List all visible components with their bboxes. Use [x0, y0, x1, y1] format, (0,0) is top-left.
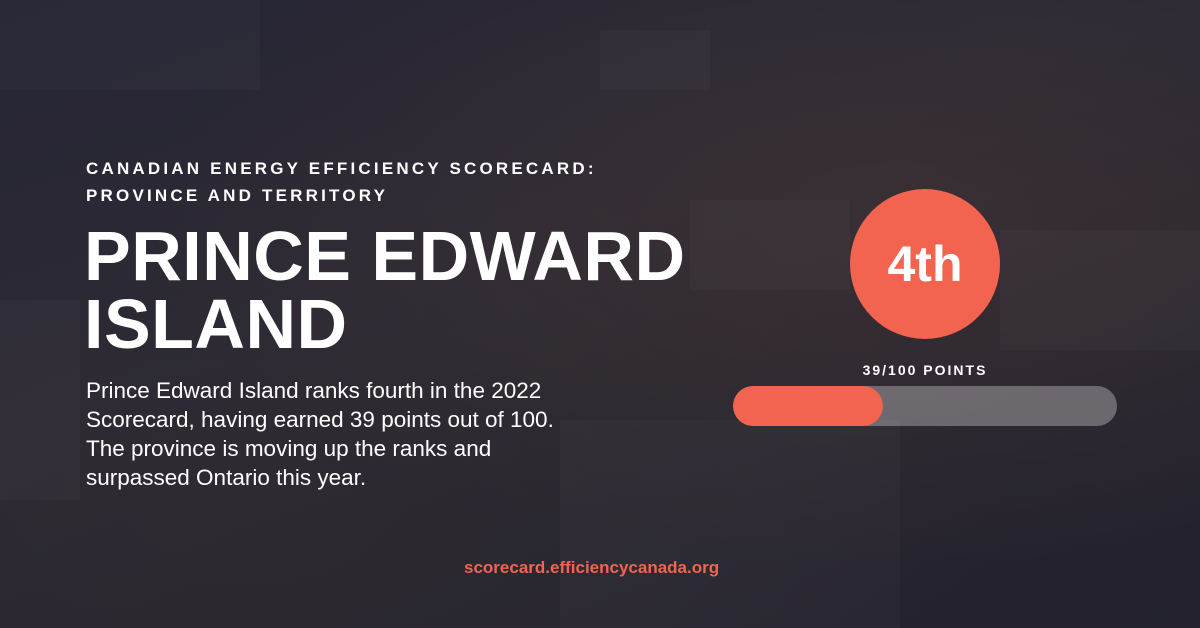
rank-badge: 4th	[850, 189, 1000, 339]
kicker-line-2: PROVINCE AND TERRITORY	[86, 186, 389, 205]
description: Prince Edward Island ranks fourth in the…	[86, 378, 554, 490]
kicker: CANADIAN ENERGY EFFICIENCY SCORECARD: PR…	[86, 155, 597, 209]
score-progress-bar	[733, 386, 1117, 426]
score-progress-fill	[733, 386, 883, 426]
kicker-line-1: CANADIAN ENERGY EFFICIENCY SCORECARD:	[86, 159, 597, 178]
website-link[interactable]: scorecard.efficiencycanada.org	[464, 558, 720, 577]
page-title: PRINCE EDWARD ISLAND	[84, 217, 686, 363]
title-line-1: PRINCE EDWARD	[84, 217, 686, 295]
points-label: 39/100 POINTS	[862, 362, 988, 378]
title-line-2: ISLAND	[84, 285, 348, 363]
